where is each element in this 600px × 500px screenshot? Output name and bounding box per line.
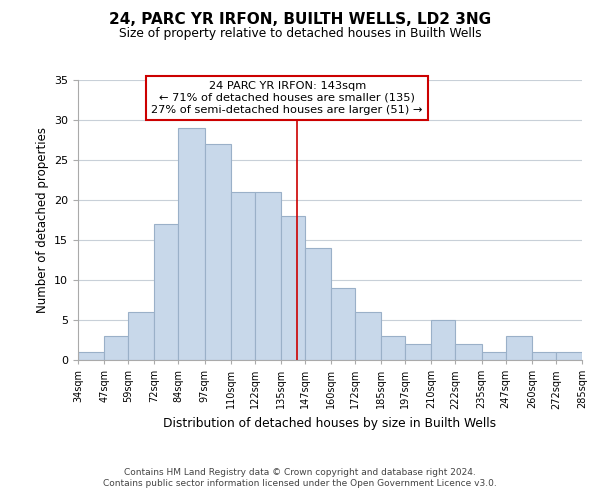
Bar	[178, 128, 205, 360]
Bar	[104, 336, 128, 360]
Bar	[431, 320, 455, 360]
Text: Size of property relative to detached houses in Builth Wells: Size of property relative to detached ho…	[119, 28, 481, 40]
Text: Contains HM Land Registry data © Crown copyright and database right 2024.
Contai: Contains HM Land Registry data © Crown c…	[103, 468, 497, 487]
Bar	[482, 352, 506, 360]
X-axis label: Distribution of detached houses by size in Builth Wells: Distribution of detached houses by size …	[163, 417, 497, 430]
Bar	[331, 288, 355, 360]
Bar	[455, 344, 482, 360]
Bar	[154, 224, 178, 360]
Y-axis label: Number of detached properties: Number of detached properties	[35, 127, 49, 313]
Bar	[405, 344, 431, 360]
Bar	[255, 192, 281, 360]
Bar	[281, 216, 305, 360]
Bar	[556, 352, 582, 360]
Bar	[205, 144, 230, 360]
Bar	[305, 248, 331, 360]
Bar	[230, 192, 255, 360]
Bar	[381, 336, 405, 360]
Text: 24 PARC YR IRFON: 143sqm
← 71% of detached houses are smaller (135)
27% of semi-: 24 PARC YR IRFON: 143sqm ← 71% of detach…	[151, 82, 423, 114]
Bar	[78, 352, 104, 360]
Bar	[506, 336, 532, 360]
Bar	[128, 312, 154, 360]
Bar	[532, 352, 556, 360]
Text: 24, PARC YR IRFON, BUILTH WELLS, LD2 3NG: 24, PARC YR IRFON, BUILTH WELLS, LD2 3NG	[109, 12, 491, 28]
Bar	[355, 312, 381, 360]
